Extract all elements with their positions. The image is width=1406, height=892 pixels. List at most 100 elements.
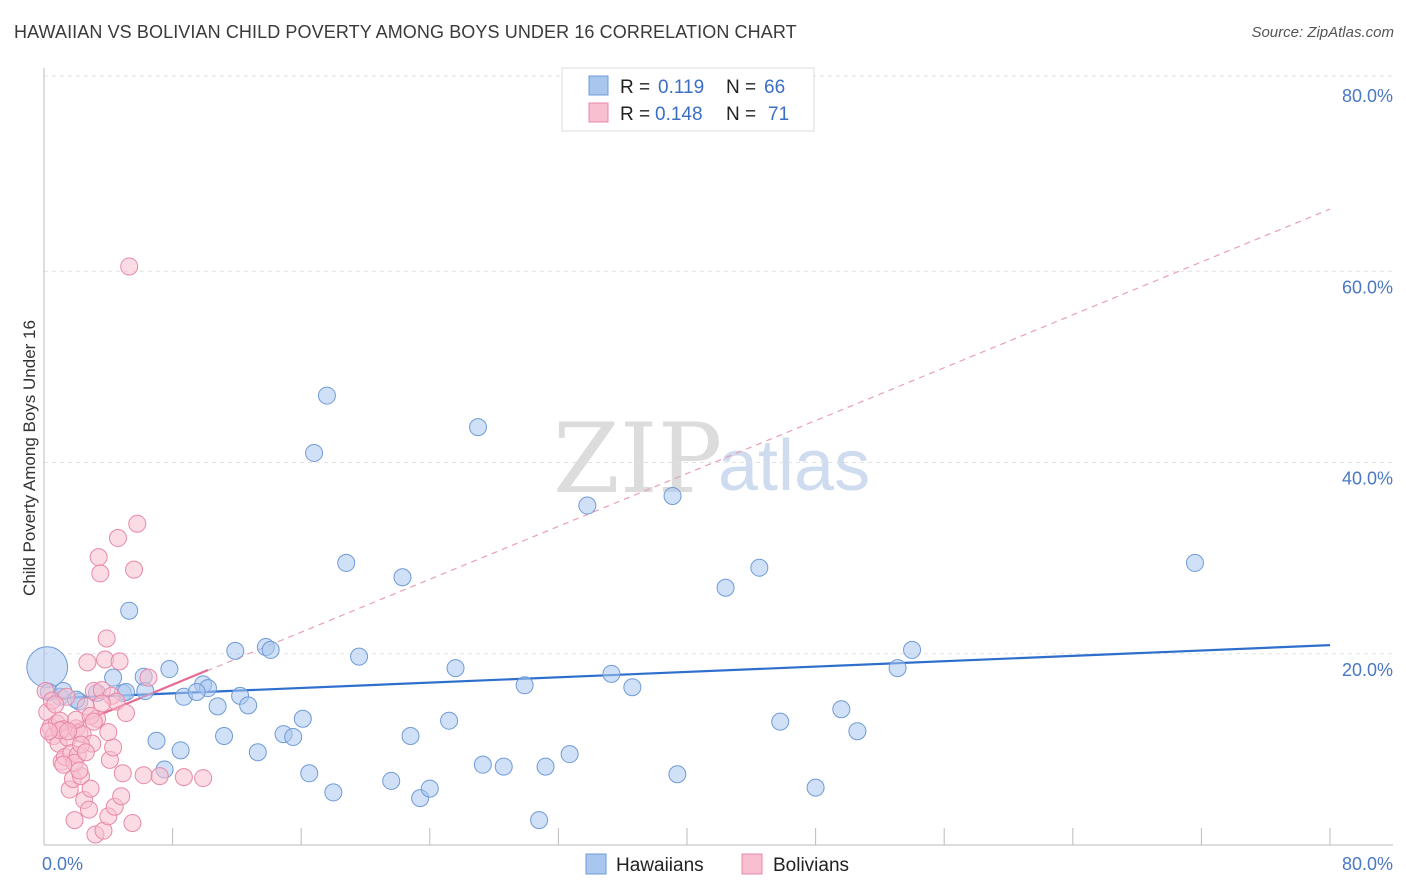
bolivian-point-60 (59, 722, 78, 741)
series-bolivians (36, 257, 213, 844)
bolivian-point-45 (112, 787, 131, 806)
hawaiian-point-59 (848, 722, 867, 741)
hawaiian-point-35 (382, 771, 401, 790)
hawaiian-point-42 (469, 418, 488, 437)
hawaiian-point-43 (473, 755, 492, 774)
bolivian-point-47 (116, 704, 135, 723)
hawaiian-point-58 (832, 700, 851, 719)
watermark-atlas-text: atlas (718, 426, 870, 506)
watermark: ZIP atlas (553, 403, 870, 515)
series-legend: Hawaiians Bolivians (585, 853, 849, 876)
bolivian-point-50 (125, 560, 144, 579)
legend-r-label-bolivians: R = (620, 104, 650, 125)
legend-swatch-bolivians (588, 102, 609, 123)
hawaiian-point-32 (324, 783, 343, 802)
legend-n-label-bolivians: N = (726, 104, 756, 125)
hawaiian-point-31 (317, 386, 336, 405)
bolivian-point-51 (128, 514, 147, 533)
x-tick-label-max: 80.0% (1342, 854, 1393, 874)
bolivian-point-43 (108, 529, 127, 548)
hawaiian-point-14 (171, 741, 190, 760)
hawaiian-point-47 (536, 757, 555, 776)
bolivian-point-36 (97, 629, 116, 648)
hawaiian-point-13 (160, 660, 179, 679)
bolivian-point-54 (150, 767, 169, 786)
bolivian-point-52 (134, 766, 153, 785)
legend-n-label-hawaiians: N = (726, 77, 756, 98)
source-credit: Source: ZipAtlas.com (1251, 24, 1394, 41)
hawaiian-point-53 (668, 765, 687, 784)
hawaiian-point-37 (401, 726, 420, 745)
bolivian-point-25 (80, 800, 99, 819)
bolivian-point-44 (110, 652, 129, 671)
hawaiian-point-40 (440, 711, 459, 730)
hawaiian-point-48 (560, 745, 579, 764)
bolivian-point-31 (89, 548, 108, 567)
hawaiian-point-23 (248, 743, 267, 762)
bottom-legend-swatch-hawaiians (585, 853, 607, 875)
hawaiian-point-22 (239, 696, 258, 715)
bolivian-point-68 (76, 743, 95, 762)
legend-r-value-bolivians: 0.148 (655, 104, 703, 125)
hawaiian-point-33 (337, 553, 356, 572)
bottom-legend-swatch-bolivians (741, 853, 763, 875)
watermark-zip-text: ZIP (553, 403, 722, 515)
hawaiian-point-61 (903, 640, 922, 659)
hawaiian-point-39 (420, 779, 439, 798)
bolivian-point-49 (123, 814, 142, 833)
hawaiian-point-6 (104, 668, 123, 687)
hawaiian-point-56 (771, 712, 790, 731)
hawaiian-point-19 (215, 726, 234, 745)
hawaiian-point-44 (494, 757, 513, 776)
bolivian-point-32 (91, 564, 110, 583)
series-hawaiians (26, 386, 1204, 830)
hawaiian-point-20 (226, 641, 245, 660)
hawaiian-point-62 (1185, 553, 1204, 572)
hawaiian-point-52 (663, 486, 682, 505)
hawaiian-point-28 (293, 709, 312, 728)
bolivian-point-69 (39, 722, 58, 741)
legend-r-label-hawaiians: R = (620, 77, 650, 98)
bolivian-point-24 (78, 653, 97, 672)
hawaiian-point-36 (393, 568, 412, 587)
hawaiian-point-0 (26, 646, 69, 689)
legend-r-value-hawaiians: 0.119 (658, 77, 704, 98)
y-tick-label-80: 80.0% (1342, 86, 1393, 106)
y-axis-label: Child Poverty Among Boys Under 16 (20, 320, 39, 596)
bolivian-point-70 (99, 723, 118, 742)
bolivian-point-46 (113, 764, 132, 783)
hawaiian-point-45 (515, 676, 534, 695)
legend-n-value-bolivians: 71 (768, 104, 789, 125)
hawaiian-point-25 (261, 640, 280, 659)
y-tick-label-60: 60.0% (1342, 277, 1393, 297)
hawaiian-point-27 (284, 727, 303, 746)
bolivian-point-66 (54, 755, 73, 774)
bolivian-point-26 (81, 779, 100, 798)
bottom-legend-label-bolivians: Bolivians (773, 855, 849, 876)
bolivian-point-40 (104, 738, 123, 757)
bolivian-point-64 (84, 712, 103, 731)
bolivian-point-53 (139, 668, 158, 687)
bottom-legend-label-hawaiians: Hawaiians (616, 855, 704, 876)
hawaiian-point-51 (623, 678, 642, 697)
hawaiian-point-54 (716, 578, 735, 597)
bolivian-point-67 (92, 694, 111, 713)
trend-line-hawaiians (43, 644, 1331, 700)
bolivian-point-48 (120, 257, 139, 276)
hawaiian-point-30 (305, 443, 324, 462)
bolivian-point-56 (194, 769, 213, 788)
y-tick-labels: 20.0% 40.0% 60.0% 80.0% (1342, 86, 1393, 680)
hawaiian-point-60 (888, 659, 907, 678)
y-tick-label-40: 40.0% (1342, 469, 1393, 489)
bolivian-point-55 (174, 768, 193, 787)
hawaiian-point-65 (187, 683, 206, 701)
bolivian-point-62 (46, 695, 65, 714)
hawaiian-point-57 (806, 778, 825, 797)
hawaiian-point-29 (300, 764, 319, 783)
hawaiian-point-18 (208, 697, 227, 716)
y-tick-label-20: 20.0% (1342, 660, 1393, 680)
x-tick-label-min: 0.0% (42, 854, 83, 874)
legend-n-value-hawaiians: 66 (764, 77, 785, 98)
hawaiian-point-46 (530, 811, 549, 830)
